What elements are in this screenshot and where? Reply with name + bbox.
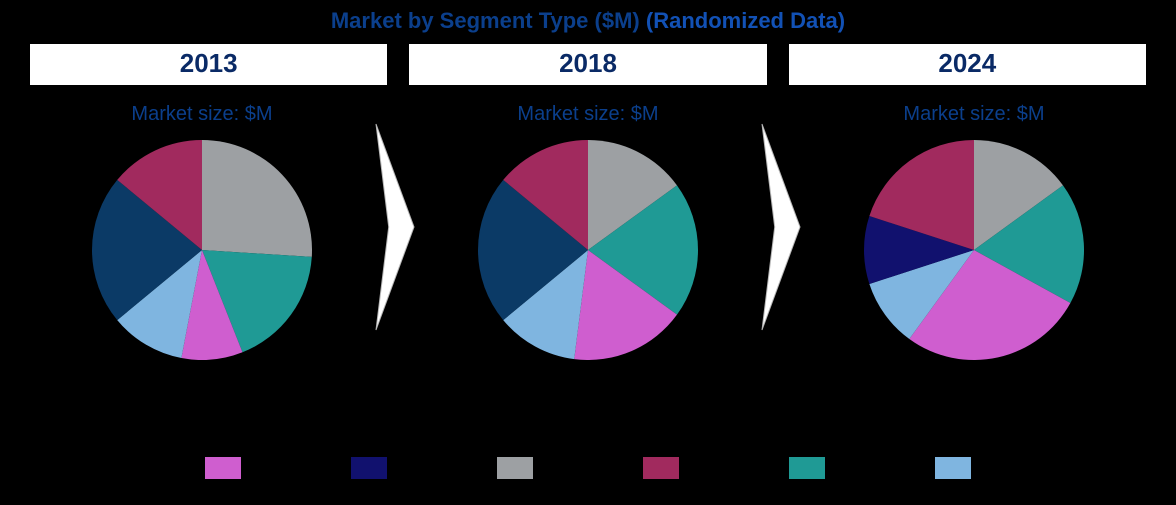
legend xyxy=(0,457,1176,479)
chevron-right-icon xyxy=(372,97,418,357)
chart-panel: Market size: $M xyxy=(28,93,376,360)
chevron-right-icon xyxy=(758,97,804,357)
legend-swatch xyxy=(643,457,679,479)
legend-swatch xyxy=(351,457,387,479)
chart-panel: Market size: $M xyxy=(800,93,1148,360)
year-header-row: 2013 2018 2024 xyxy=(0,34,1176,87)
chart-title-suffix: (Randomized Data) xyxy=(646,8,845,33)
legend-swatch xyxy=(935,457,971,479)
market-size-label: Market size: $M xyxy=(131,103,272,126)
legend-swatch xyxy=(205,457,241,479)
year-box: 2013 xyxy=(28,42,389,87)
legend-swatch xyxy=(789,457,825,479)
chart-title: Market by Segment Type ($M) (Randomized … xyxy=(0,0,1176,34)
pie-chart xyxy=(92,140,312,360)
year-box: 2024 xyxy=(787,42,1148,87)
charts-row: Market size: $M Market size: $M Market s… xyxy=(0,93,1176,360)
market-size-label: Market size: $M xyxy=(903,103,1044,126)
legend-swatch xyxy=(497,457,533,479)
pie-slice xyxy=(202,140,312,257)
chart-title-main: Market by Segment Type ($M) xyxy=(331,8,640,33)
pie-chart xyxy=(478,140,698,360)
chart-panel: Market size: $M xyxy=(414,93,762,360)
year-box: 2018 xyxy=(407,42,768,87)
market-size-label: Market size: $M xyxy=(517,103,658,126)
pie-chart xyxy=(864,140,1084,360)
